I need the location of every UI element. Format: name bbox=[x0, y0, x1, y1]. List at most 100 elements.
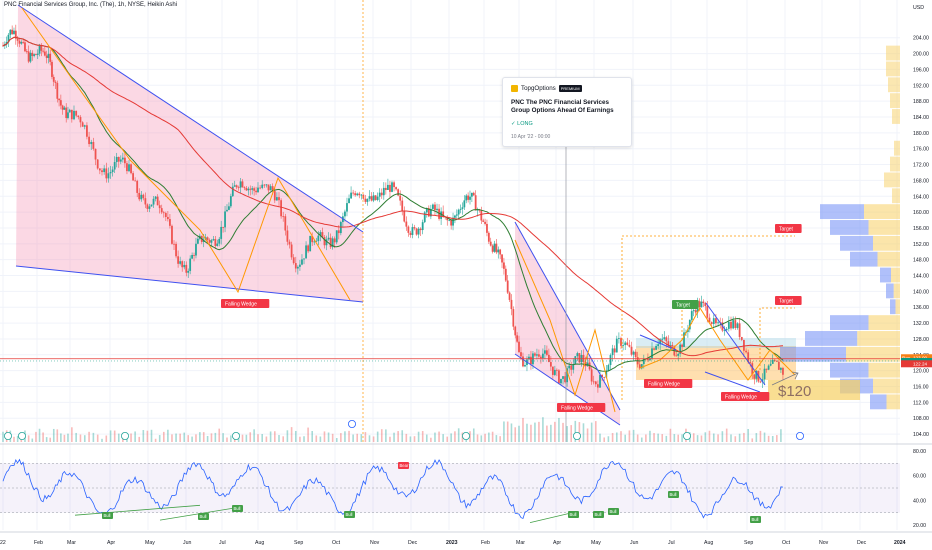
volume-bar bbox=[603, 437, 605, 442]
volume-bar bbox=[113, 430, 116, 442]
volume-bar bbox=[538, 421, 540, 442]
candle-body bbox=[307, 245, 310, 252]
candle-body bbox=[745, 350, 747, 353]
candle-body bbox=[570, 365, 573, 370]
candle-body bbox=[387, 184, 389, 190]
candle-body bbox=[317, 235, 320, 242]
candle-body bbox=[276, 197, 278, 201]
candle-body bbox=[16, 38, 19, 41]
candle-body bbox=[267, 184, 270, 191]
candle-body bbox=[111, 169, 114, 173]
ma-fast-line bbox=[2, 36, 784, 372]
candle-body bbox=[407, 226, 410, 233]
volume-bar bbox=[755, 433, 758, 442]
candle-body bbox=[2, 45, 4, 47]
candle-body bbox=[346, 203, 348, 212]
candle-body bbox=[313, 241, 316, 243]
time-tick-label: Nov bbox=[370, 540, 380, 546]
candle-body bbox=[734, 320, 737, 328]
candle-body bbox=[98, 168, 101, 171]
candle-body bbox=[618, 338, 620, 339]
candle-body bbox=[601, 374, 603, 378]
volume-bar bbox=[56, 429, 59, 442]
candle-body bbox=[624, 342, 627, 346]
rsi-tick-label: 60.00 bbox=[913, 474, 926, 480]
volume-bar bbox=[413, 436, 416, 442]
candle-body bbox=[484, 221, 486, 224]
candle-body bbox=[597, 384, 599, 388]
target-line-1 bbox=[621, 235, 795, 400]
target-label-1-bg bbox=[775, 224, 802, 233]
volume-bar bbox=[75, 432, 77, 442]
candle-body bbox=[315, 241, 318, 242]
rsi-bull-marker: Bull bbox=[752, 517, 759, 522]
candle-body bbox=[319, 232, 322, 236]
idea-author[interactable]: TopgOptions bbox=[521, 85, 556, 92]
target-label-2-bg bbox=[775, 296, 802, 305]
rsi-bull-marker: Bull bbox=[200, 514, 207, 519]
price-tick-label: 140.00 bbox=[913, 289, 929, 295]
candle-body bbox=[771, 359, 774, 364]
candle-body bbox=[148, 206, 151, 209]
candle-body bbox=[417, 228, 420, 235]
idea-title[interactable]: PNC The PNC Financial Services Group Opt… bbox=[511, 99, 614, 114]
candle-body bbox=[683, 332, 685, 347]
volume-bar bbox=[331, 433, 334, 442]
volume-bar bbox=[389, 436, 391, 442]
candle-body bbox=[43, 51, 46, 56]
volume-bar bbox=[222, 433, 224, 442]
volume-bar bbox=[554, 421, 556, 442]
volume-bar bbox=[506, 421, 509, 442]
candle-body bbox=[613, 348, 616, 353]
volume-bar bbox=[109, 430, 112, 442]
volume-bar bbox=[380, 429, 383, 442]
candle-body bbox=[508, 292, 511, 300]
volume-bar bbox=[484, 433, 486, 442]
volume-bar bbox=[771, 436, 774, 442]
volume-bar bbox=[130, 433, 132, 442]
volume-bar bbox=[261, 434, 263, 442]
candle-body bbox=[592, 381, 595, 383]
idea-popup[interactable]: TopgOptions PREMIUM PNC The PNC Financia… bbox=[502, 77, 632, 147]
candle-body bbox=[653, 348, 655, 350]
candle-body bbox=[524, 365, 526, 367]
volume-bar bbox=[218, 428, 221, 442]
symbol-title: PNC Financial Services Group, Inc. (The)… bbox=[4, 2, 178, 8]
volume-bar bbox=[491, 431, 494, 442]
candle-body bbox=[380, 192, 383, 196]
candle-body bbox=[747, 352, 750, 363]
candle-body bbox=[472, 192, 475, 196]
target-label-3: Target bbox=[676, 303, 691, 309]
candle-body bbox=[239, 181, 242, 188]
volume-bar bbox=[653, 433, 655, 442]
candle-body bbox=[665, 337, 668, 342]
candle-body bbox=[700, 301, 703, 308]
candle-body bbox=[18, 40, 21, 44]
candle-body bbox=[94, 148, 97, 160]
volume-bar bbox=[245, 434, 248, 442]
volume-bar bbox=[16, 435, 19, 442]
candle-body bbox=[286, 230, 289, 242]
volume-bar bbox=[696, 435, 699, 442]
candle-body bbox=[47, 53, 50, 58]
candle-body bbox=[166, 216, 169, 220]
long-arrow-icon: ✓ bbox=[511, 121, 518, 127]
price-tick-label: 204.00 bbox=[913, 36, 929, 42]
candle-body bbox=[584, 361, 587, 367]
candle-body bbox=[694, 310, 697, 313]
candle-body bbox=[647, 358, 649, 361]
candle-body bbox=[83, 125, 86, 127]
candle-body bbox=[187, 270, 190, 273]
volume-bar bbox=[154, 438, 157, 442]
candle-body bbox=[101, 170, 103, 173]
candle-body bbox=[73, 110, 75, 120]
candle-body bbox=[119, 159, 122, 162]
candle-body bbox=[152, 198, 155, 205]
price-tick-label: 164.00 bbox=[913, 194, 929, 200]
time-tick-label: Dec bbox=[857, 540, 867, 546]
volume-bar bbox=[167, 429, 169, 442]
candle-body bbox=[156, 196, 159, 206]
candle-body bbox=[150, 204, 153, 207]
